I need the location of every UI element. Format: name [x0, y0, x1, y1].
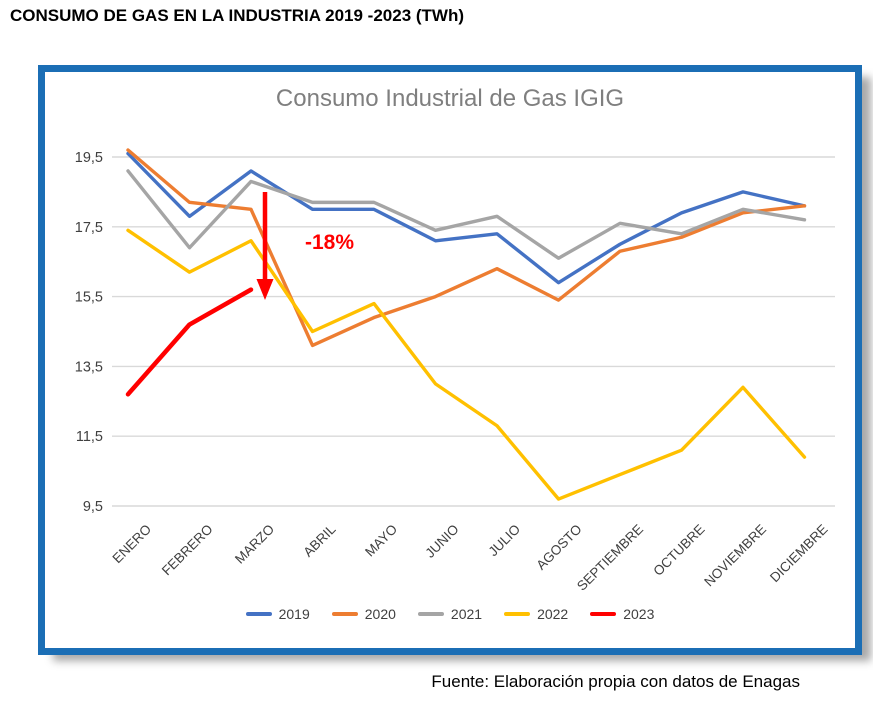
legend: 2019 2020 2021 2022 2023 — [45, 606, 855, 622]
plot-area: 19,5 17,5 15,5 13,5 11,5 9,5 ENERO FEBRERO MARZO… — [75, 148, 835, 594]
y-axis-tick-label: 15,5 — [75, 290, 103, 306]
x-axis-month-label: OCTUBRE — [650, 522, 707, 579]
x-axis-month-label: SEPTIEMBRE — [574, 522, 646, 594]
legend-item-2021: 2021 — [417, 606, 483, 622]
legend-item-2020: 2020 — [331, 606, 396, 622]
legend-label: 2023 — [623, 606, 655, 622]
x-axis-month-label: MARZO — [232, 522, 277, 567]
series-line-2019 — [126, 151, 807, 285]
y-axis-tick-label: 13,5 — [75, 359, 103, 375]
decline-arrow-head — [256, 279, 274, 300]
x-axis-month-label: ENERO — [110, 522, 155, 567]
annotation-label: -18% — [305, 231, 354, 254]
legend-swatch — [590, 612, 617, 616]
series-line-2021 — [126, 169, 807, 260]
legend-swatch — [245, 612, 272, 616]
legend-label: 2021 — [450, 606, 483, 622]
legend-swatch — [417, 612, 444, 616]
legend-item-2023: 2023 — [590, 606, 654, 622]
y-axis-tick-label: 11,5 — [76, 429, 103, 445]
x-axis-month-label: JULIO — [485, 522, 523, 560]
source-note: Fuente: Elaboración propia con datos de … — [431, 672, 800, 691]
legend-label: 2019 — [278, 606, 310, 622]
x-axis-month-label: MAYO — [362, 522, 400, 560]
x-axis-month-label: DICIEMBRE — [767, 522, 831, 586]
x-axis-month-label: ABRIL — [300, 521, 339, 560]
y-axis-tick-label: 17,5 — [75, 220, 103, 236]
y-axis-tick-label: 19,5 — [75, 150, 103, 166]
x-axis-month-label: NOVIEMBRE — [701, 522, 769, 590]
page-title: CONSUMO DE GAS EN LA INDUSTRIA 2019 -202… — [10, 6, 465, 25]
legend-swatch — [331, 612, 358, 616]
x-axis-month-label: FEBRERO — [159, 522, 216, 579]
x-axis-month-label: AGOSTO — [533, 522, 584, 573]
y-axis-tick-label: 9,5 — [83, 499, 103, 515]
series-line-2023 — [125, 287, 254, 397]
chart-title: Consumo Industrial de Gas IGIG — [275, 85, 625, 112]
series-line-2020 — [126, 148, 807, 348]
chart-frame: Consumo Industrial de Gas IGIG 19,5 17,5 1… — [38, 65, 862, 655]
legend-label: 2020 — [364, 606, 396, 622]
x-axis-month-label: JUNIO — [422, 522, 461, 561]
legend-item-2022: 2022 — [504, 606, 568, 622]
legend-item-2019: 2019 — [245, 606, 310, 622]
legend-swatch — [504, 612, 531, 616]
series-line-2022 — [126, 228, 807, 501]
legend-label: 2022 — [537, 606, 569, 622]
